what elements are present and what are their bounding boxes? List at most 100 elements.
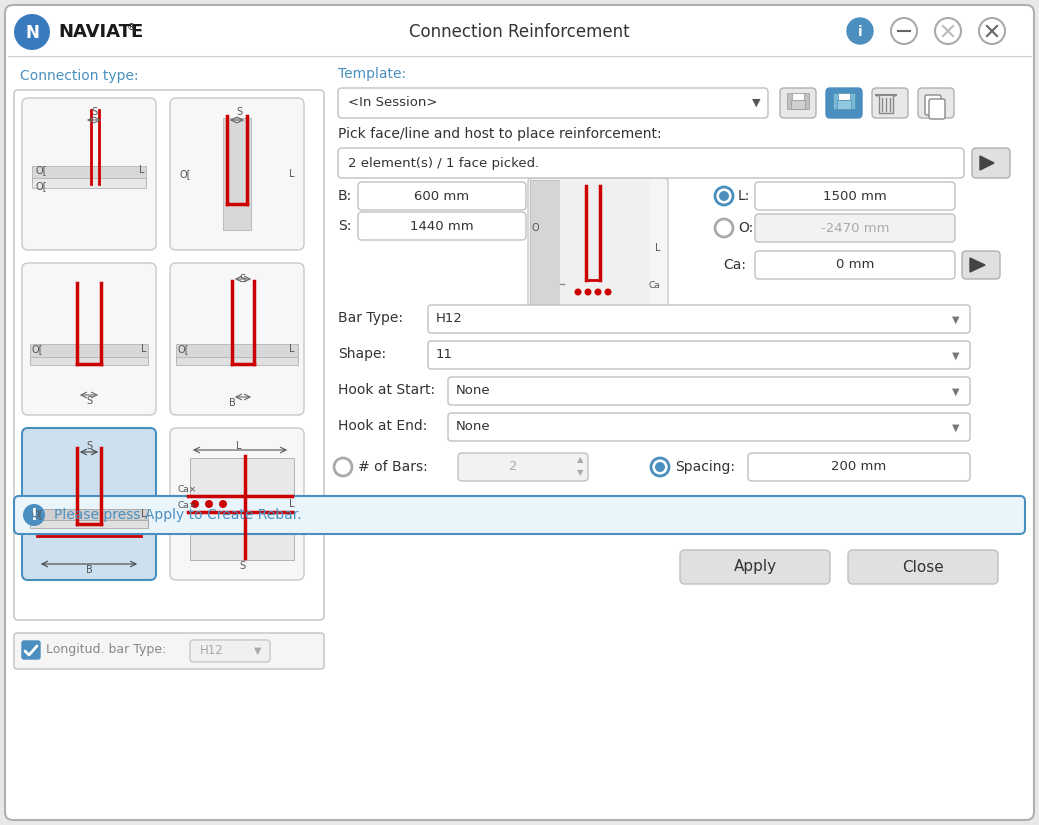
Text: S: S (91, 107, 97, 117)
FancyBboxPatch shape (925, 95, 941, 115)
Bar (530, 180, 560, 306)
Circle shape (594, 289, 602, 295)
Text: 1440 mm: 1440 mm (410, 219, 474, 233)
Text: 11: 11 (436, 348, 453, 361)
Text: 600 mm: 600 mm (415, 190, 470, 202)
Text: ▼: ▼ (752, 98, 761, 108)
Text: S: S (236, 107, 242, 117)
Circle shape (23, 504, 45, 526)
Bar (838, 93, 850, 100)
Text: i: i (857, 25, 862, 39)
Bar (791, 100, 805, 109)
FancyBboxPatch shape (14, 496, 1025, 534)
Circle shape (651, 458, 669, 476)
Text: Please press Apply to Create Rebar.: Please press Apply to Create Rebar. (54, 508, 301, 522)
Bar (837, 100, 851, 109)
Text: Pick face/line and host to place reinforcement:: Pick face/line and host to place reinfor… (338, 127, 662, 141)
Circle shape (715, 187, 732, 205)
FancyBboxPatch shape (780, 88, 816, 118)
Text: -2470 mm: -2470 mm (821, 221, 889, 234)
Text: O[: O[ (32, 344, 44, 354)
Text: L: L (655, 243, 660, 253)
FancyBboxPatch shape (448, 413, 970, 441)
FancyBboxPatch shape (428, 305, 970, 333)
FancyBboxPatch shape (428, 341, 970, 369)
Text: ▲: ▲ (577, 455, 583, 464)
Text: 0 mm: 0 mm (835, 258, 874, 271)
Text: ®: ® (127, 23, 136, 32)
Text: B: B (85, 565, 92, 575)
Text: H12: H12 (199, 644, 223, 658)
Text: Shape:: Shape: (338, 347, 387, 361)
Circle shape (334, 458, 352, 476)
FancyBboxPatch shape (748, 453, 970, 481)
Text: ▼: ▼ (953, 315, 960, 325)
Text: O:: O: (738, 221, 753, 235)
Circle shape (191, 500, 199, 508)
Bar (30, 357, 148, 365)
FancyBboxPatch shape (170, 428, 304, 580)
Bar (223, 118, 251, 230)
Bar (176, 344, 298, 362)
Text: S: S (86, 396, 92, 406)
FancyBboxPatch shape (14, 90, 324, 620)
FancyBboxPatch shape (826, 88, 862, 118)
Text: None: None (456, 384, 490, 398)
Polygon shape (980, 156, 994, 170)
Text: L: L (141, 509, 146, 519)
FancyBboxPatch shape (5, 5, 1034, 820)
Circle shape (715, 219, 732, 237)
Text: O: O (532, 223, 539, 233)
FancyBboxPatch shape (755, 251, 955, 279)
FancyBboxPatch shape (448, 377, 970, 405)
Text: Ca:: Ca: (723, 258, 746, 272)
Text: Template:: Template: (338, 67, 406, 81)
Text: O[: O[ (178, 344, 189, 354)
Text: !: ! (30, 508, 37, 523)
FancyBboxPatch shape (973, 148, 1010, 178)
Text: 200 mm: 200 mm (831, 460, 886, 474)
Text: Connection type:: Connection type: (20, 69, 138, 83)
Circle shape (585, 289, 591, 295)
FancyBboxPatch shape (755, 214, 955, 242)
FancyBboxPatch shape (22, 98, 156, 250)
FancyBboxPatch shape (338, 148, 964, 178)
Polygon shape (970, 258, 985, 272)
Text: O[: O[ (36, 165, 48, 175)
Bar (30, 509, 148, 525)
Text: ▼: ▼ (255, 646, 262, 656)
Text: L: L (289, 169, 295, 179)
Text: # of Bars:: # of Bars: (358, 460, 428, 474)
FancyBboxPatch shape (872, 88, 908, 118)
Text: L: L (236, 441, 242, 451)
Text: O[: O[ (32, 509, 44, 519)
FancyBboxPatch shape (358, 182, 526, 210)
Text: N: N (25, 23, 38, 41)
Circle shape (719, 191, 729, 201)
Text: B: B (229, 398, 236, 408)
Text: Hook at End:: Hook at End: (338, 419, 427, 433)
Text: S: S (239, 274, 245, 284)
Text: L: L (141, 344, 146, 354)
FancyBboxPatch shape (22, 263, 156, 415)
Text: S:: S: (338, 219, 351, 233)
FancyBboxPatch shape (528, 178, 668, 308)
Text: ▼: ▼ (953, 387, 960, 397)
Text: Connection Reinforcement: Connection Reinforcement (408, 23, 630, 41)
FancyBboxPatch shape (918, 88, 954, 118)
FancyBboxPatch shape (929, 99, 945, 119)
Text: Hook at Start:: Hook at Start: (338, 383, 435, 397)
Bar (787, 93, 809, 109)
FancyBboxPatch shape (680, 550, 830, 584)
Text: 2: 2 (509, 460, 517, 474)
FancyBboxPatch shape (170, 98, 304, 250)
Text: 2 element(s) / 1 face picked.: 2 element(s) / 1 face picked. (348, 157, 539, 169)
Text: Ca×: Ca× (178, 485, 197, 494)
Text: Close: Close (902, 559, 943, 574)
Text: L: L (289, 344, 295, 354)
Circle shape (205, 500, 213, 508)
Text: ▼: ▼ (953, 351, 960, 361)
Text: L: L (139, 165, 144, 175)
Bar (833, 93, 855, 109)
Text: Ca×: Ca× (178, 502, 197, 511)
